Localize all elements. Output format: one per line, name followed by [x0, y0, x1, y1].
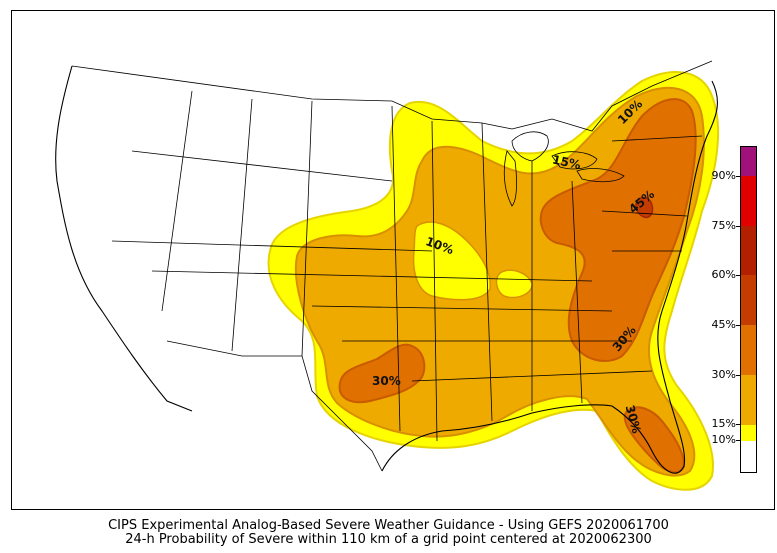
legend-tickmark: [736, 226, 740, 227]
legend-swatch-30: [741, 325, 756, 375]
contour-45-region: [635, 196, 654, 219]
legend-swatch-45: [741, 275, 756, 325]
legend-tick-label: 45%: [711, 318, 736, 331]
probability-colorbar: [740, 146, 757, 473]
legend-swatch-10: [741, 425, 756, 441]
contour-label: 30%: [372, 374, 401, 388]
caption-line-2: 24-h Probability of Severe within 110 km…: [125, 532, 652, 547]
legend-tickmark: [736, 424, 740, 425]
legend-swatch-0: [741, 441, 756, 472]
legend-tickmark: [736, 440, 740, 441]
legend-tick-label: 60%: [711, 268, 736, 281]
legend-tick-label: 75%: [711, 219, 736, 232]
probability-map: 10% 10% 15% 45% 30% 30% 30%: [55, 60, 720, 491]
map-boundaries: [55, 60, 718, 474]
legend-tickmark: [736, 325, 740, 326]
legend-tickmark: [736, 375, 740, 376]
contour-10-gap: [412, 221, 491, 301]
contour-30-region-southwest: [338, 343, 426, 404]
probability-contours: [267, 71, 720, 491]
legend-tickmark: [736, 275, 740, 276]
legend-tickmark: [736, 176, 740, 177]
map-frame: 10% 10% 15% 45% 30% 30% 30%: [11, 10, 775, 510]
legend-tick-label: 15%: [711, 417, 736, 430]
legend-tick-label: 10%: [711, 433, 736, 446]
legend-tick-label: 30%: [711, 368, 736, 381]
caption-line-1: CIPS Experimental Analog-Based Severe We…: [108, 518, 669, 533]
contour-label: 15%: [551, 152, 582, 172]
figure-caption: CIPS Experimental Analog-Based Severe We…: [0, 519, 777, 547]
contour-30-region-florida: [623, 406, 686, 474]
legend-swatch-15: [741, 375, 756, 425]
legend-swatch-60: [741, 226, 756, 275]
legend-swatch-90: [741, 147, 756, 176]
legend-swatch-75: [741, 176, 756, 226]
contour-30-region-east: [539, 98, 697, 362]
legend-tick-label: 90%: [711, 169, 736, 182]
